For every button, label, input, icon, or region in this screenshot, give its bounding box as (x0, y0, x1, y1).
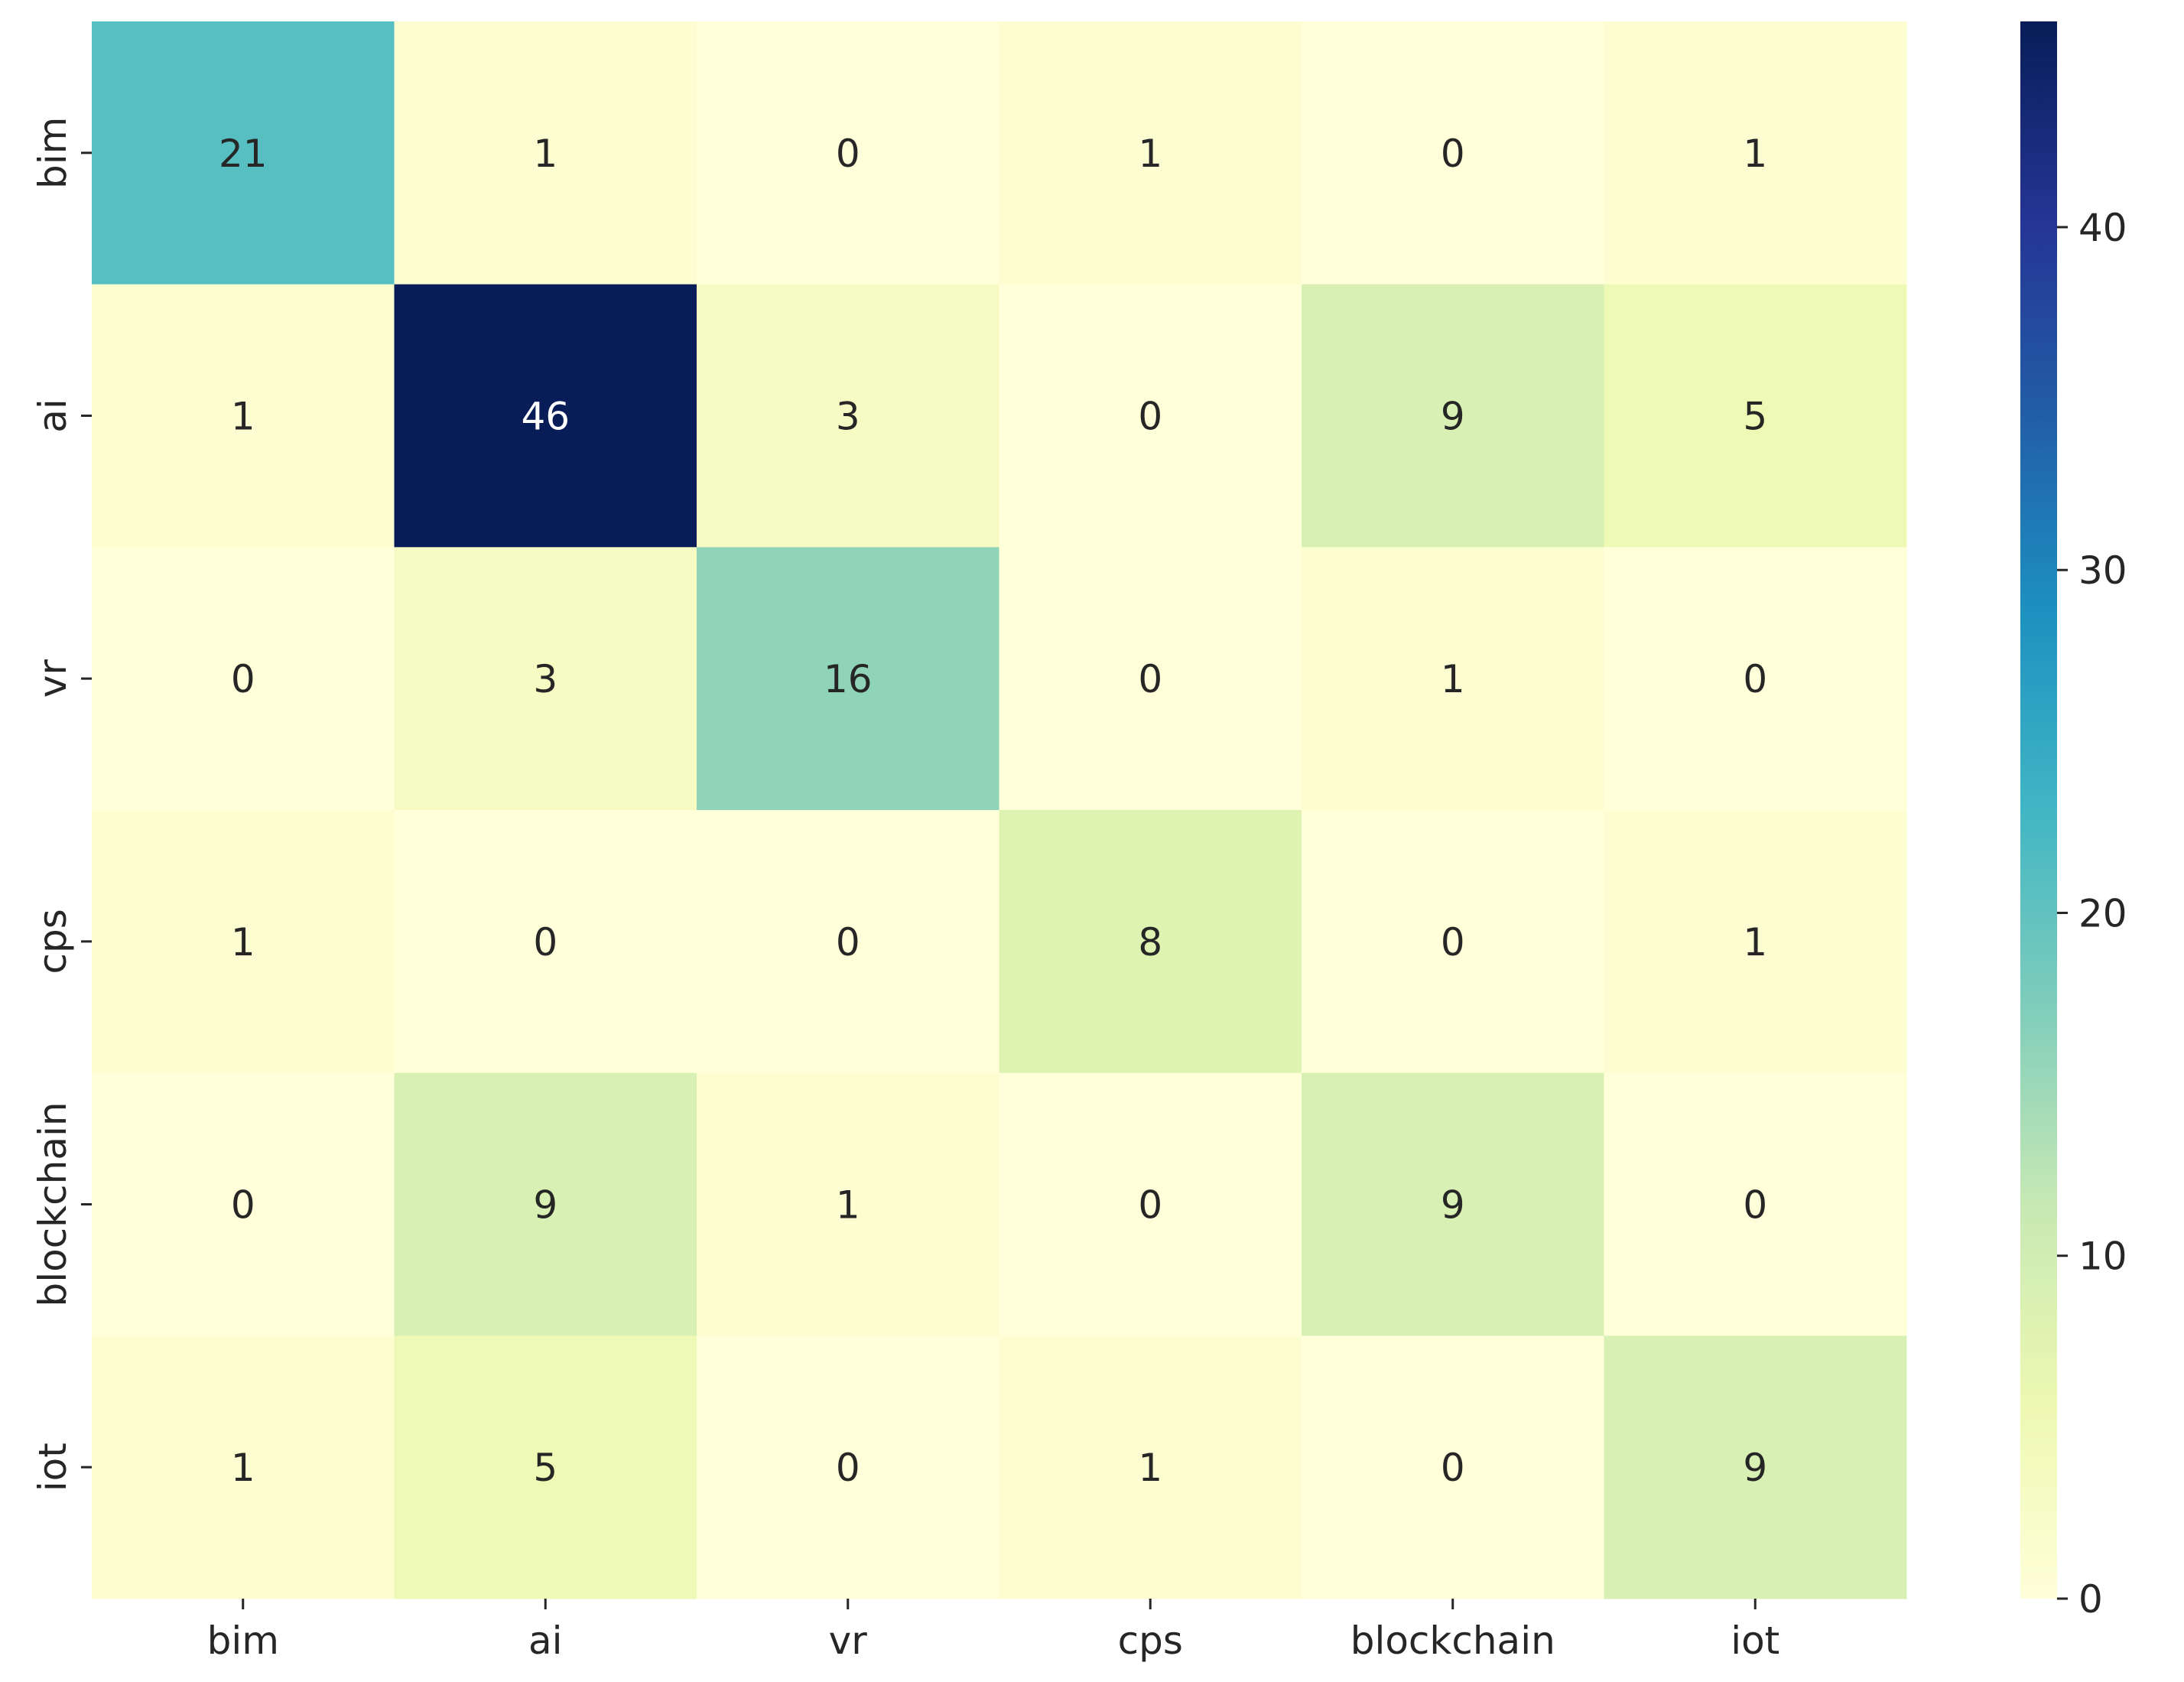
cell-value-label: 1 (231, 1446, 255, 1490)
cell-value-label: 9 (533, 1183, 557, 1228)
heatmap-cell (1604, 21, 1907, 285)
cell-value-label: 8 (1138, 920, 1162, 965)
cell-value-label: 0 (1743, 1183, 1767, 1228)
cell-value-label: 0 (836, 920, 860, 965)
cell-value-label: 0 (1138, 395, 1162, 439)
cell-annotations: 21 1 0 1 0 1 1 46 3 0 9 5 0 3 16 0 1 0 1 0 0 8 0 1 0 9 1 0 9 0 1 5 0 1 0 9 (219, 132, 1767, 1490)
heatmap-cell (1604, 284, 1907, 548)
cell-value-label: 0 (836, 132, 860, 176)
heatmap-cell (697, 284, 999, 548)
heatmap-cells (92, 21, 1907, 1599)
heatmap-cell (999, 1336, 1302, 1599)
colorbar-scale (2020, 21, 2057, 1599)
colorbar-tick-label: 20 (2078, 891, 2127, 935)
cell-value-label: 1 (1743, 132, 1767, 176)
colorbar: 0 10 20 30 40 (2020, 21, 2127, 1622)
heatmap-cell (1302, 1336, 1604, 1599)
colorbar-tick-label: 10 (2078, 1235, 2127, 1279)
cell-value-label: 0 (533, 920, 557, 965)
y-tick-label: cps (31, 909, 75, 974)
cell-value-label: 1 (1138, 1446, 1162, 1490)
x-tick-label: ai (528, 1619, 563, 1663)
cell-value-label: 0 (1441, 1446, 1465, 1490)
y-tick-label: ai (31, 399, 75, 433)
heatmap-cell (1604, 1072, 1907, 1336)
heatmap-cell (1604, 1336, 1907, 1599)
cell-value-label: 0 (231, 1183, 255, 1228)
heatmap-cell (999, 1072, 1302, 1336)
x-tick-label: iot (1731, 1619, 1779, 1663)
cell-value-label: 1 (1743, 920, 1767, 965)
colorbar-tick-label: 40 (2078, 206, 2127, 250)
x-tick-label: vr (829, 1619, 868, 1663)
x-tick-label: bim (207, 1619, 279, 1663)
cell-value-label: 21 (219, 132, 268, 176)
cell-value-label: 1 (231, 920, 255, 965)
cell-value-label: 0 (1138, 1183, 1162, 1228)
y-axis: bim ai vr cps blockchain iot (31, 117, 92, 1492)
y-tick-label: blockchain (31, 1101, 75, 1306)
cell-value-label: 5 (1743, 395, 1767, 439)
cell-value-label: 1 (1441, 657, 1465, 701)
cell-value-label: 0 (231, 657, 255, 701)
y-tick-label: iot (31, 1443, 75, 1492)
heatmap-cell (1604, 810, 1907, 1074)
heatmap-cell (697, 547, 999, 811)
cell-value-label: 0 (1743, 657, 1767, 701)
heatmap-cell (92, 547, 395, 811)
heatmap-cell (999, 810, 1302, 1074)
heatmap-cell (92, 1336, 395, 1599)
x-tick-label: blockchain (1350, 1619, 1555, 1663)
heatmap-cell (1302, 810, 1604, 1074)
heatmap-cell (92, 810, 395, 1074)
cell-value-label: 1 (231, 395, 255, 439)
cell-value-label: 1 (836, 1183, 860, 1228)
y-tick-label: bim (31, 117, 75, 189)
cell-value-label: 16 (824, 657, 873, 701)
heatmap-cell (92, 1072, 395, 1336)
heatmap-cell (697, 21, 999, 285)
cell-value-label: 9 (1441, 395, 1465, 439)
y-tick-label: vr (31, 659, 75, 698)
heatmap-cell (1302, 21, 1604, 285)
heatmap-cell (999, 547, 1302, 811)
heatmap-cell (1302, 547, 1604, 811)
cell-value-label: 3 (836, 395, 860, 439)
cell-value-label: 5 (533, 1446, 557, 1490)
cell-value-label: 0 (1441, 920, 1465, 965)
cell-value-label: 0 (836, 1446, 860, 1490)
heatmap-cell (394, 810, 697, 1074)
heatmap-cell (394, 284, 697, 548)
cell-value-label: 3 (533, 657, 557, 701)
heatmap-cell (1604, 547, 1907, 811)
x-tick-label: cps (1118, 1619, 1183, 1663)
x-axis: bim ai vr cps blockchain iot (207, 1599, 1779, 1663)
heatmap-cell (394, 1336, 697, 1599)
heatmap-cell (697, 810, 999, 1074)
cell-value-label: 46 (521, 395, 570, 439)
colorbar-tick-label: 0 (2078, 1577, 2103, 1622)
heatmap-cell (1302, 284, 1604, 548)
heatmap-cell (394, 21, 697, 285)
heatmap-cell (394, 1072, 697, 1336)
heatmap-cell (394, 547, 697, 811)
cell-value-label: 0 (1138, 657, 1162, 701)
heatmap-cell (697, 1072, 999, 1336)
cell-value-label: 9 (1441, 1183, 1465, 1228)
cell-value-label: 0 (1441, 132, 1465, 176)
cell-value-label: 1 (533, 132, 557, 176)
heatmap-cell (1302, 1072, 1604, 1336)
cell-value-label: 9 (1743, 1446, 1767, 1490)
heatmap-cell (92, 284, 395, 548)
heatmap-cell (92, 21, 395, 285)
cell-value-label: 1 (1138, 132, 1162, 176)
heatmap-cell (999, 21, 1302, 285)
colorbar-tick-label: 30 (2078, 548, 2127, 593)
heatmap-cell (999, 284, 1302, 548)
heatmap-cell (697, 1336, 999, 1599)
